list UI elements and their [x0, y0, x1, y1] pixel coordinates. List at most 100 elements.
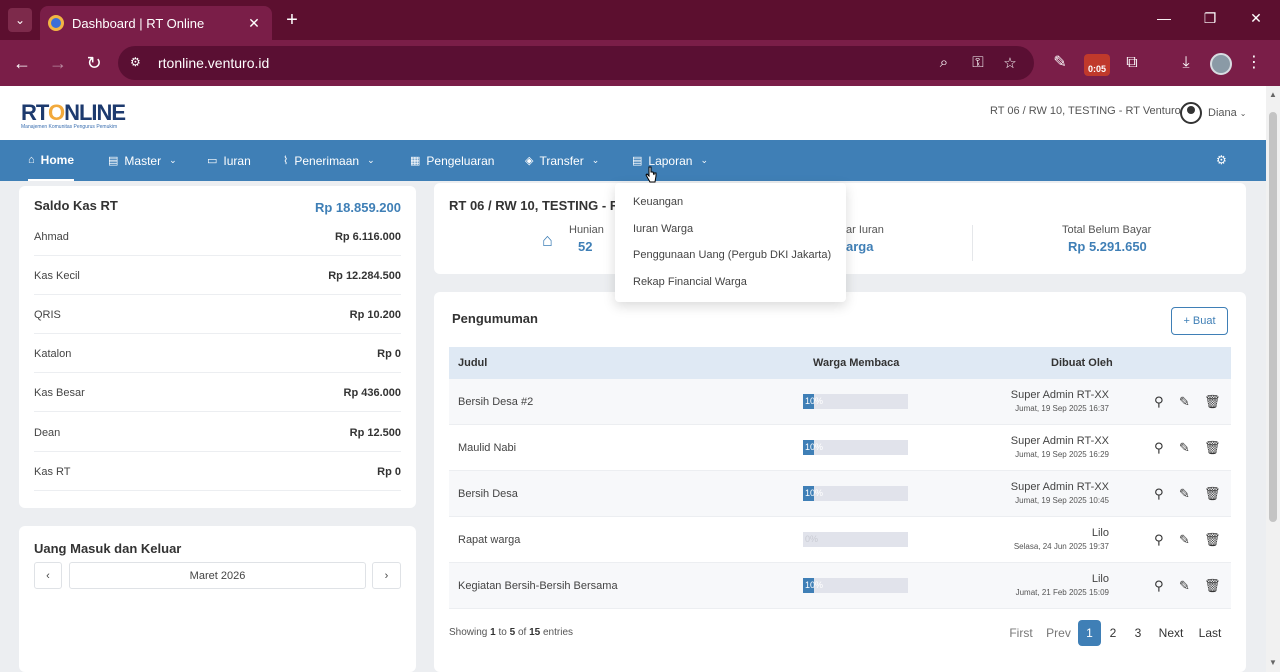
pager-page-2[interactable]: 2: [1109, 626, 1117, 640]
edit-icon[interactable]: ✎: [1179, 394, 1190, 409]
pager-last[interactable]: Last: [1198, 626, 1222, 640]
nav-penerimaan[interactable]: ⌇ Penerimaan ⌄: [283, 140, 375, 181]
pin-icon[interactable]: ⚲: [1154, 578, 1164, 593]
pin-icon[interactable]: ⚲: [1154, 532, 1164, 547]
nav-master[interactable]: ▤ Master ⌄: [108, 140, 177, 181]
user-menu[interactable]: Diana ⌄: [1180, 102, 1246, 124]
menu-item-iuran-warga[interactable]: Iuran Warga: [633, 223, 694, 235]
menu-item-rekap-financial[interactable]: Rekap Financial Warga: [633, 276, 747, 288]
row-author: Lilo: [1091, 527, 1109, 539]
scroll-down-icon[interactable]: ▼: [1269, 658, 1277, 667]
row-author: Super Admin RT-XX: [1010, 481, 1109, 493]
scroll-thumb[interactable]: [1269, 112, 1277, 522]
nav-home[interactable]: ⌂ Home: [28, 140, 74, 181]
edit-icon[interactable]: ✎: [1179, 486, 1190, 501]
pager-next[interactable]: Next: [1158, 626, 1184, 640]
progress-text: 10%: [805, 442, 824, 452]
pager-page-3[interactable]: 3: [1134, 626, 1142, 640]
rt-online-logo[interactable]: RTONLINE Manajemen Komunitas Pengurus Pe…: [21, 100, 126, 130]
tab-search-icon[interactable]: ⌄: [8, 8, 32, 32]
browser-tab[interactable]: Dashboard | RT Online ✕: [40, 6, 272, 40]
pin-icon[interactable]: ⚲: [1154, 440, 1164, 455]
buat-button[interactable]: + Buat: [1171, 307, 1228, 335]
edit-icon[interactable]: ✎: [1179, 440, 1190, 455]
saldo-row-name: Ahmad: [34, 231, 69, 243]
back-icon[interactable]: ←: [13, 53, 31, 73]
trash-icon[interactable]: 🗑: [1204, 532, 1221, 547]
pager-first[interactable]: First: [1009, 626, 1033, 640]
pager-prev[interactable]: Prev: [1046, 626, 1071, 640]
forward-icon[interactable]: →: [49, 53, 67, 73]
nav-pengeluaran[interactable]: ▦ Pengeluaran: [410, 140, 494, 181]
nav-laporan-label: Laporan: [648, 153, 693, 168]
read-progress: 0%: [803, 532, 908, 547]
user-avatar-icon: [1180, 102, 1202, 124]
minimize-icon[interactable]: —: [1157, 10, 1171, 26]
new-tab-icon[interactable]: +: [286, 9, 298, 31]
edit-icon[interactable]: ✎: [1179, 532, 1190, 547]
wallet-icon: ▭: [207, 155, 218, 167]
nav-transfer[interactable]: ◈ Transfer ⌄: [525, 140, 599, 181]
menu-item-keuangan[interactable]: Keuangan: [633, 196, 684, 208]
browser-profile-avatar[interactable]: [1210, 53, 1232, 75]
download-icon[interactable]: ⤓: [1182, 54, 1190, 71]
saldo-card: Saldo Kas RT Rp 18.859.200 Ahmad Rp 6.116…: [19, 186, 416, 508]
chevron-left-icon: ‹: [46, 569, 50, 582]
settings-icon[interactable]: ⚙: [1216, 153, 1227, 167]
bookmark-star-icon[interactable]: ☆: [1003, 55, 1017, 72]
saldo-row-amount: Rp 6.116.000: [334, 231, 401, 243]
month-picker[interactable]: Maret 2026: [69, 562, 366, 589]
row-dibuat: Super Admin RT-XX Jumat, 19 Sep 2025 16:2…: [1011, 435, 1109, 459]
next-month-button[interactable]: ›: [372, 562, 401, 589]
browser-tabbar: ⌄ Dashboard | RT Online ✕ + — ❐ ✕: [0, 0, 1280, 40]
progress-fill: [803, 440, 814, 455]
saldo-row-name: Kas RT: [34, 466, 71, 478]
nav-master-label: Master: [124, 153, 162, 168]
nav-pengeluaran-label: Pengeluaran: [426, 153, 495, 168]
pin-icon[interactable]: ⚲: [1154, 486, 1164, 501]
edit-icon[interactable]: ✎: [1179, 578, 1190, 593]
extensions-puzzle-icon[interactable]: ⧉: [1126, 54, 1138, 71]
trash-icon[interactable]: 🗑: [1204, 394, 1221, 409]
close-window-icon[interactable]: ✕: [1250, 10, 1262, 26]
trash-icon[interactable]: 🗑: [1204, 578, 1221, 593]
menu-item-penggunaan-uang[interactable]: Penggunaan Uang (Pergub DKI Jakarta): [633, 249, 832, 261]
nav-laporan[interactable]: ▤ Laporan ⌄: [632, 140, 708, 181]
site-info-icon[interactable]: ⚙: [130, 55, 141, 69]
key-icon[interactable]: ⚿: [972, 54, 984, 71]
timer-badge-text: 0:05: [1087, 64, 1106, 74]
feather-extension-icon[interactable]: ✎: [1053, 54, 1067, 71]
pengumuman-card: Pengumuman + Buat Judul Warga Membaca Di…: [434, 292, 1246, 672]
logo-o: O: [47, 100, 65, 125]
saldo-total: Rp 18.859.200: [314, 200, 401, 215]
nav-iuran[interactable]: ▭ Iuran: [207, 140, 251, 181]
page-scrollbar[interactable]: ▲ ▼: [1266, 86, 1280, 672]
trash-icon[interactable]: 🗑: [1204, 440, 1221, 455]
stat-divider: [972, 225, 973, 261]
showing-entries: Showing 1 to 5 of 15 entries: [449, 627, 573, 638]
logo-rest: NLINE: [64, 100, 126, 125]
rt-info: RT 06 / RW 10, TESTING - RT Venturo: [990, 105, 1181, 117]
favicon-icon: [48, 15, 64, 31]
uang-masuk-keluar-card: Uang Masuk dan Keluar ‹ Maret 2026 ›: [19, 526, 416, 672]
timer-extension-icon[interactable]: 0:05: [1084, 54, 1110, 76]
address-bar[interactable]: ⚙ rtonline.venturo.id ⌕ ⚿ ☆: [118, 46, 1034, 80]
summary-title: RT 06 / RW 10, TESTING - RT: [449, 198, 628, 213]
pager-page-1[interactable]: 1: [1078, 620, 1101, 646]
zoom-icon[interactable]: ⌕: [939, 54, 949, 71]
saldo-row-amount: Rp 12.284.500: [328, 270, 401, 282]
trash-icon[interactable]: 🗑: [1204, 486, 1221, 501]
saldo-row-name: Kas Besar: [34, 387, 85, 399]
row-dibuat: Super Admin RT-XX Jumat, 19 Sep 2025 10:4…: [1011, 481, 1109, 505]
progress-text: 10%: [805, 396, 824, 406]
scroll-up-icon[interactable]: ▲: [1269, 90, 1277, 99]
restore-icon[interactable]: ❐: [1203, 10, 1217, 26]
home-icon: ⌂: [542, 230, 553, 250]
prev-month-button[interactable]: ‹: [34, 562, 62, 589]
url-text[interactable]: rtonline.venturo.id: [158, 55, 270, 71]
reload-icon[interactable]: ↻: [86, 53, 102, 73]
row-judul: Bersih Desa #2: [458, 396, 534, 408]
pin-icon[interactable]: ⚲: [1154, 394, 1164, 409]
tab-close-icon[interactable]: ✕: [248, 14, 260, 31]
menu-dots-icon[interactable]: ⋮: [1246, 54, 1262, 71]
